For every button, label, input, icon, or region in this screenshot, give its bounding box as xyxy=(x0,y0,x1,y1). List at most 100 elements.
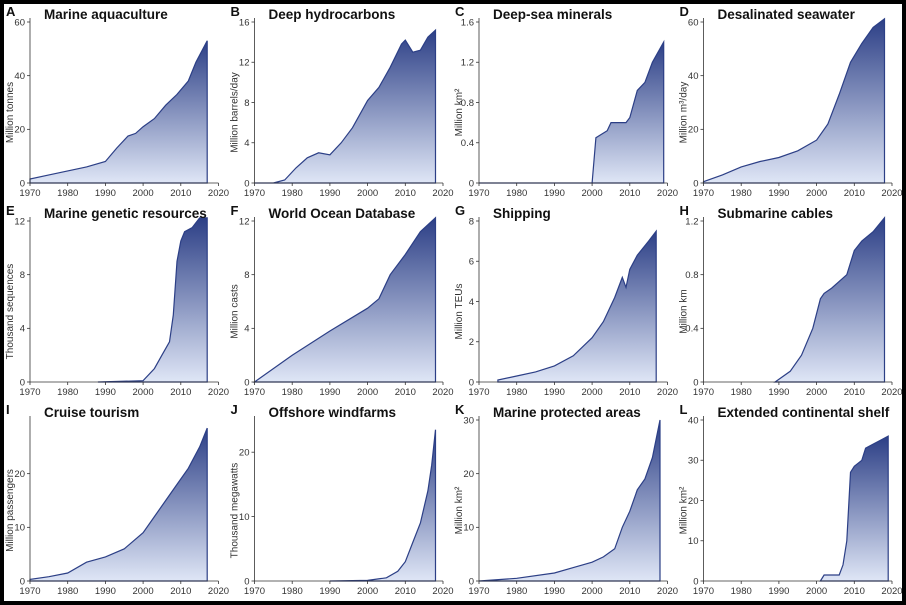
x-tick-label: 2010 xyxy=(619,586,640,597)
panel-title: Cruise tourism xyxy=(44,405,139,420)
x-tick-label: 1980 xyxy=(282,188,303,199)
y-tick-label: 4 xyxy=(244,138,249,149)
panel-letter: E xyxy=(6,203,15,218)
x-tick-label: 1980 xyxy=(506,586,527,597)
y-tick-label: 0 xyxy=(20,377,25,388)
panel-letter: C xyxy=(455,4,465,19)
y-axis-label: Million passengers xyxy=(5,469,16,552)
y-tick-label: 0.8 xyxy=(461,98,474,109)
x-tick-label: 2000 xyxy=(357,586,378,597)
y-tick-label: 0.8 xyxy=(685,270,698,281)
y-tick-label: 1.2 xyxy=(685,216,698,227)
y-axis-label: Million casts xyxy=(230,284,241,338)
x-tick-label: 2020 xyxy=(881,387,902,398)
figure-canvas: 0 20 40 60 1970 1980 1990 2000 2010 2020 Million t… xyxy=(4,4,902,601)
x-tick-label: 1970 xyxy=(19,586,40,597)
x-tick-label: 1970 xyxy=(19,188,40,199)
x-tick-label: 1980 xyxy=(506,387,527,398)
panel-title: Shipping xyxy=(493,206,551,221)
x-tick-label: 1980 xyxy=(506,188,527,199)
x-tick-label: 1970 xyxy=(693,188,714,199)
x-tick-label: 2020 xyxy=(208,188,229,199)
y-axis-label: Thousand megawatts xyxy=(230,463,241,559)
y-tick-label: 12 xyxy=(239,58,250,69)
panel-letter: B xyxy=(231,4,240,19)
panel-a-marine-aquaculture: 0 20 40 60 1970 1980 1990 2000 2010 2020 Million t… xyxy=(5,4,229,199)
y-axis-label: Thousand sequences xyxy=(5,264,16,360)
x-tick-label: 1990 xyxy=(95,188,116,199)
x-tick-label: 1980 xyxy=(731,188,752,199)
x-tick-label: 1970 xyxy=(693,387,714,398)
y-tick-label: 30 xyxy=(463,415,474,426)
x-tick-label: 1980 xyxy=(57,188,78,199)
y-tick-label: 0 xyxy=(244,377,249,388)
y-tick-label: 0 xyxy=(20,178,25,189)
y-tick-label: 12 xyxy=(14,216,25,227)
x-tick-label: 1970 xyxy=(468,387,489,398)
panel-j-offshore-windfarms: 0 10 20 1970 1980 1990 2000 2010 2020 Thousand me… xyxy=(230,402,454,597)
x-tick-label: 2010 xyxy=(844,586,865,597)
y-tick-label: 60 xyxy=(14,17,25,28)
x-tick-label: 2000 xyxy=(357,387,378,398)
panel-k-marine-protected-areas: 0 10 20 30 1970 1980 1990 2000 2010 2020 Million k… xyxy=(454,402,678,597)
x-tick-label: 2020 xyxy=(881,586,902,597)
x-tick-label: 1990 xyxy=(768,586,789,597)
area-series xyxy=(254,28,437,184)
x-tick-label: 2010 xyxy=(619,387,640,398)
x-tick-label: 1980 xyxy=(731,387,752,398)
x-tick-label: 2010 xyxy=(395,586,416,597)
y-tick-label: 0 xyxy=(244,576,249,587)
panel-title: Extended continental shelf xyxy=(718,405,890,420)
panel-letter: H xyxy=(680,203,689,218)
y-axis-label: Million TEUs xyxy=(454,284,465,340)
area-series xyxy=(97,217,208,383)
y-tick-label: 8 xyxy=(469,216,474,227)
x-tick-label: 2020 xyxy=(432,586,453,597)
y-tick-label: 10 xyxy=(688,536,699,547)
x-tick-label: 1980 xyxy=(57,586,78,597)
x-tick-label: 1980 xyxy=(282,586,303,597)
panel-title: Deep-sea minerals xyxy=(493,7,612,22)
y-axis-label: Million km² xyxy=(454,486,465,534)
x-tick-label: 2000 xyxy=(582,586,603,597)
y-tick-label: 0 xyxy=(20,576,25,587)
y-tick-label: 0 xyxy=(469,178,474,189)
x-tick-label: 1970 xyxy=(244,586,265,597)
y-tick-label: 12 xyxy=(239,216,250,227)
x-tick-label: 1990 xyxy=(319,188,340,199)
y-tick-label: 4 xyxy=(469,297,474,308)
y-tick-label: 20 xyxy=(239,448,250,459)
x-tick-label: 2020 xyxy=(432,387,453,398)
panel-letter: A xyxy=(6,4,16,19)
area-series xyxy=(479,39,665,184)
y-axis-label: Million km² xyxy=(454,88,465,136)
y-tick-label: 20 xyxy=(688,125,699,136)
panel-letter: J xyxy=(231,402,238,417)
y-tick-label: 0 xyxy=(693,377,698,388)
x-tick-label: 2010 xyxy=(170,188,191,199)
panel-letter: G xyxy=(455,203,465,218)
x-tick-label: 1990 xyxy=(544,387,565,398)
panel-d-desalinated-seawater: 0 20 40 60 1970 1980 1990 2000 2010 2020 Million m… xyxy=(679,4,903,199)
y-tick-label: 0.4 xyxy=(685,324,698,335)
y-tick-label: 1.6 xyxy=(461,17,474,28)
y-tick-label: 0 xyxy=(693,576,698,587)
panel-title: Desalinated seawater xyxy=(718,7,856,22)
y-tick-label: 30 xyxy=(688,456,699,467)
y-tick-label: 10 xyxy=(463,523,474,534)
y-axis-label: Million km xyxy=(679,289,690,333)
x-tick-label: 1970 xyxy=(19,387,40,398)
x-tick-label: 2000 xyxy=(582,387,603,398)
x-tick-label: 1970 xyxy=(468,586,489,597)
x-tick-label: 2000 xyxy=(357,188,378,199)
panel-title: Submarine cables xyxy=(718,206,834,221)
area-series xyxy=(329,429,437,582)
y-tick-label: 8 xyxy=(244,98,249,109)
panel-h-submarine-cables: 0 0.4 0.8 1.2 1970 1980 1990 2000 2010 2020 Millio… xyxy=(679,203,903,398)
x-tick-label: 2010 xyxy=(844,387,865,398)
x-tick-label: 2010 xyxy=(170,586,191,597)
y-tick-label: 20 xyxy=(463,469,474,480)
panel-g-shipping: 0 2 4 6 8 1970 1980 1990 2000 2010 2020 Million TEU… xyxy=(454,203,678,398)
panel-title: Marine aquaculture xyxy=(44,7,168,22)
panel-title: Deep hydrocarbons xyxy=(269,7,396,22)
